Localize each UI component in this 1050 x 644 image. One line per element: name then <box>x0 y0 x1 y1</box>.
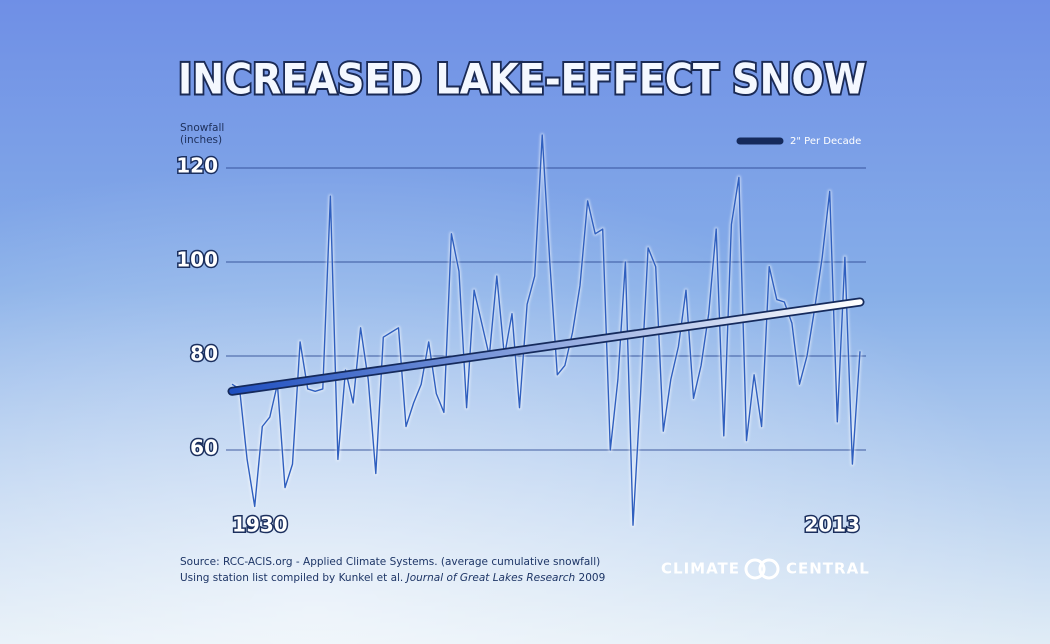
logo-text: CENTRAL <box>786 560 870 578</box>
trend-line <box>229 299 863 395</box>
legend-label: 2" Per Decade <box>790 136 861 147</box>
y-tick-label: 100 <box>176 248 218 272</box>
y-tick-label: 120 <box>176 154 218 178</box>
logo-ring <box>744 558 766 580</box>
logo: CLIMATE CENTRAL <box>661 558 870 580</box>
source-note: Source: RCC-ACIS.org - Applied Climate S… <box>180 556 600 568</box>
source-text: Using station list compiled by Kunkel et… <box>180 572 407 584</box>
source-journal: Journal of Great Lakes Research <box>405 572 576 584</box>
y-axis-label: Snowfall <box>180 122 224 134</box>
legend: 2" Per Decade <box>736 136 861 147</box>
logo-text: CLIMATE <box>661 560 740 578</box>
y-tick-label: 80 <box>190 342 218 366</box>
y-tick-label: 60 <box>190 436 218 460</box>
x-tick-label: 1930 <box>232 513 288 537</box>
source-year: 2009 <box>575 572 605 584</box>
x-tick-label: 2013 <box>804 513 860 537</box>
y-axis-label: (inches) <box>180 134 222 146</box>
source-note: Using station list compiled by Kunkel et… <box>180 572 605 584</box>
series-line <box>231 134 861 526</box>
chart-title: INCREASED LAKE-EFFECT SNOW <box>178 55 866 104</box>
logo-ring <box>758 558 780 580</box>
